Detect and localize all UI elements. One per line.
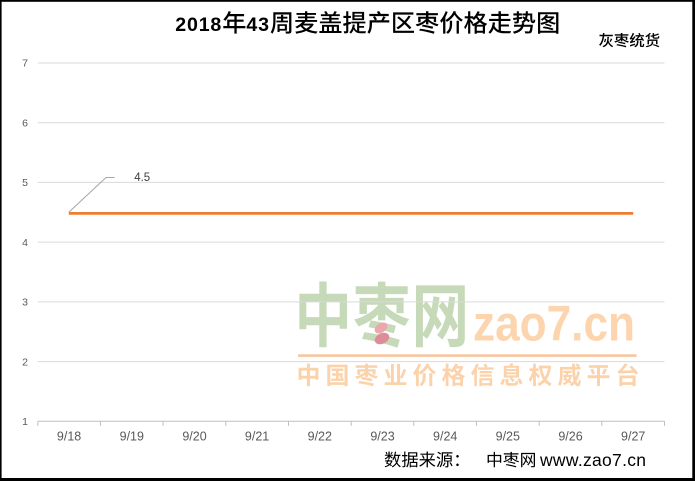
svg-text:2018: 2018 [175, 14, 222, 36]
svg-text:3: 3 [22, 297, 28, 309]
svg-text:zao7.cn: zao7.cn [473, 296, 635, 352]
svg-text:5: 5 [22, 177, 28, 189]
svg-text:9/27: 9/27 [621, 430, 645, 444]
svg-text:6: 6 [22, 117, 28, 129]
svg-text:9/26: 9/26 [558, 430, 582, 444]
svg-text:9/22: 9/22 [308, 430, 332, 444]
svg-text:9/20: 9/20 [182, 430, 206, 444]
svg-text:9/18: 9/18 [57, 430, 81, 444]
svg-text:9/24: 9/24 [433, 430, 457, 444]
svg-text:43: 43 [246, 14, 269, 36]
svg-text:7: 7 [22, 58, 28, 70]
svg-text:2: 2 [22, 356, 28, 368]
svg-text:4.5: 4.5 [134, 172, 150, 184]
svg-text:4: 4 [22, 237, 28, 249]
svg-text:www.zao7.cn: www.zao7.cn [539, 450, 646, 470]
svg-text:9/19: 9/19 [120, 430, 144, 444]
svg-text:9/21: 9/21 [245, 430, 269, 444]
svg-text:9/23: 9/23 [370, 430, 394, 444]
svg-text:1: 1 [22, 416, 28, 428]
svg-text:9/25: 9/25 [496, 430, 520, 444]
